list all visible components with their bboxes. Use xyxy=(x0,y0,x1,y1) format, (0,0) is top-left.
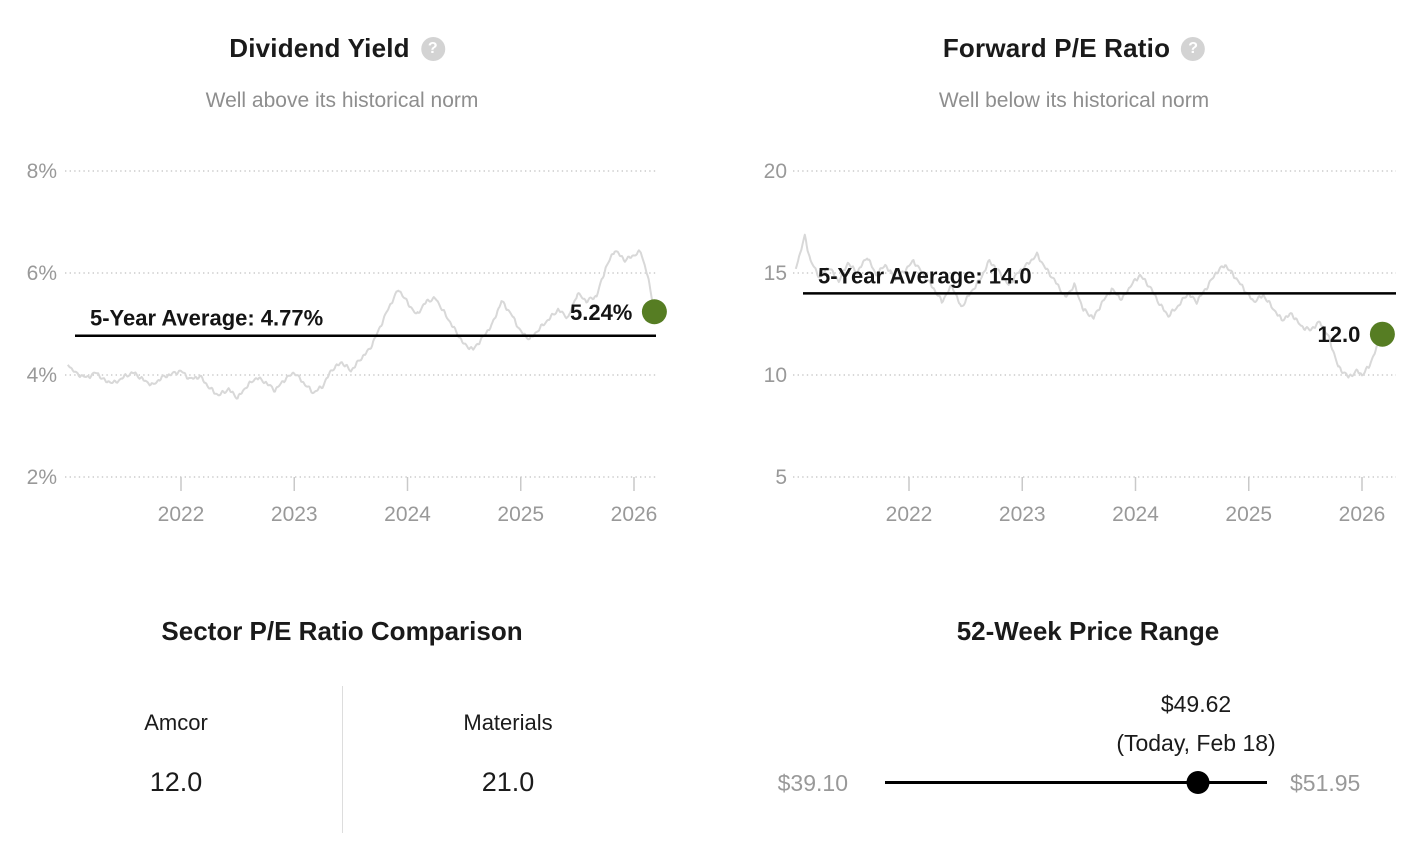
current-value-dot xyxy=(1369,321,1395,347)
y-axis-label: 2% xyxy=(27,466,57,489)
x-axis-label: 2023 xyxy=(999,503,1046,526)
dividend-yield-header: Dividend Yield ? xyxy=(229,33,445,64)
sector-comparison-sector-value: 21.0 xyxy=(481,767,535,797)
x-axis-label: 2026 xyxy=(611,503,658,526)
price-range-current-date: (Today, Feb 18) xyxy=(1116,730,1276,756)
current-value-dot xyxy=(641,299,667,325)
x-axis-label: 2024 xyxy=(384,503,431,526)
average-label: 5-Year Average: 4.77% xyxy=(90,306,323,331)
price-range-min-label: $39.10 xyxy=(777,770,848,796)
y-axis-label: 10 xyxy=(764,364,787,387)
x-axis-label: 2022 xyxy=(158,503,205,526)
forward-pe-title: Forward P/E Ratio xyxy=(942,33,1171,63)
price-range-title: 52-Week Price Range xyxy=(956,616,1220,646)
y-axis-label: 15 xyxy=(764,262,787,285)
sector-comparison-sector-label: Materials xyxy=(463,710,553,735)
forward-pe-header: Forward P/E Ratio ? xyxy=(942,33,1206,64)
x-axis-label: 2026 xyxy=(1339,503,1386,526)
y-axis-label: 6% xyxy=(27,262,57,285)
sector-comparison-company-value: 12.0 xyxy=(149,767,203,797)
dividend-yield-subtitle: Well above its historical norm xyxy=(205,89,479,112)
x-axis-label: 2024 xyxy=(1112,503,1159,526)
x-axis-label: 2025 xyxy=(1225,503,1272,526)
price-range-current-value: $49.62 xyxy=(1160,691,1232,717)
price-range-marker xyxy=(1186,771,1210,794)
price-range-max-label: $51.95 xyxy=(1290,770,1361,796)
y-axis-label: 4% xyxy=(27,364,57,387)
help-icon[interactable]: ? xyxy=(420,36,445,61)
dividend-yield-title: Dividend Yield xyxy=(229,33,410,63)
y-axis-label: 8% xyxy=(27,160,57,183)
help-icon[interactable]: ? xyxy=(1181,36,1206,61)
average-label: 5-Year Average: 14.0 xyxy=(818,263,1032,288)
dividend-yield-chart: 8% 6% 4% 2% 2022 2023 2024 2025 2026 5-Year Avera… xyxy=(27,160,667,526)
forward-pe-chart: 20 15 10 5 2022 2023 2024 2025 2026 5-Year Averag… xyxy=(764,160,1396,526)
y-axis-label: 5 xyxy=(775,466,787,489)
vertical-divider xyxy=(342,686,343,833)
forward-pe-subtitle: Well below its historical norm xyxy=(938,89,1210,112)
sector-comparison-title: Sector P/E Ratio Comparison xyxy=(161,616,523,646)
x-axis-label: 2025 xyxy=(497,503,544,526)
x-axis-label: 2022 xyxy=(886,503,933,526)
y-axis-label: 20 xyxy=(764,160,787,183)
price-range-track xyxy=(885,771,1267,794)
current-value-label: 5.24% xyxy=(570,300,632,325)
current-value-label: 12.0 xyxy=(1318,322,1361,347)
series-line xyxy=(67,249,656,400)
series-line xyxy=(794,233,1384,379)
sector-comparison-company-label: Amcor xyxy=(144,710,208,735)
x-axis-label: 2023 xyxy=(271,503,318,526)
